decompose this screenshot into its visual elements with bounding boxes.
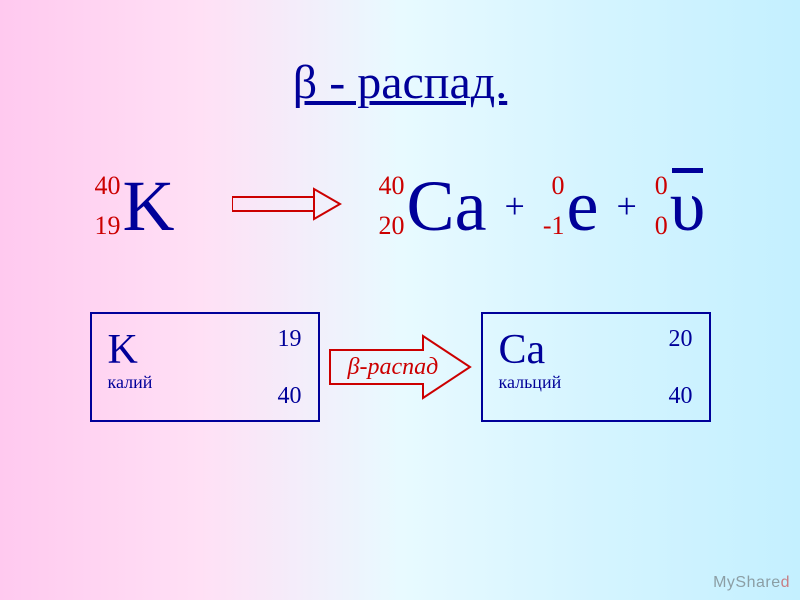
watermark: MyShared [713, 574, 790, 592]
reactant-nuclide: 40 19 K [95, 170, 175, 242]
e-atomic: -1 [543, 213, 565, 239]
reactant-symbol: K [123, 170, 175, 242]
nu-symbol-wrap: υ [670, 170, 706, 242]
reactant-mass: 40 [95, 173, 121, 199]
nu-mass: 0 [655, 173, 668, 199]
plus-1: + [505, 185, 525, 227]
card-ca-symbol: Ca [499, 326, 546, 374]
e-symbol: e [567, 170, 599, 242]
element-cards-row: K калий 19 40 β-распад Ca кальций 20 40 [0, 312, 800, 422]
ca-atomic: 20 [379, 213, 405, 239]
transform-arrow: β-распад [328, 332, 473, 402]
page-title: β - распад. [0, 0, 800, 110]
watermark-red: d [781, 574, 790, 591]
card-ca-a: 40 [669, 383, 693, 410]
element-card-k: K калий 19 40 [90, 312, 320, 422]
card-ca-name: кальций [499, 372, 562, 393]
card-ca-z: 20 [669, 326, 693, 353]
card-k-symbol: K [108, 326, 138, 374]
element-card-ca: Ca кальций 20 40 [481, 312, 711, 422]
e-mass: 0 [552, 173, 565, 199]
reactant-atomic: 19 [95, 213, 121, 239]
decay-equation: 40 19 K 40 20 Ca + 0 -1 e + 0 0 [0, 170, 800, 242]
product-ca: 40 20 Ca [379, 170, 487, 242]
nu-atomic: 0 [655, 213, 668, 239]
card-k-z: 19 [278, 326, 302, 353]
product-antineutrino: 0 0 υ [655, 170, 706, 242]
product-electron: 0 -1 e [543, 170, 599, 242]
card-k-name: калий [108, 372, 153, 393]
overbar-icon [672, 168, 704, 173]
reaction-arrow-icon [232, 187, 342, 226]
nu-symbol: υ [670, 166, 706, 246]
watermark-text: MyShare [713, 574, 781, 591]
card-k-a: 40 [278, 383, 302, 410]
arrow-label: β-распад [348, 354, 439, 381]
ca-mass: 40 [379, 173, 405, 199]
ca-symbol: Ca [407, 170, 487, 242]
plus-2: + [616, 185, 636, 227]
